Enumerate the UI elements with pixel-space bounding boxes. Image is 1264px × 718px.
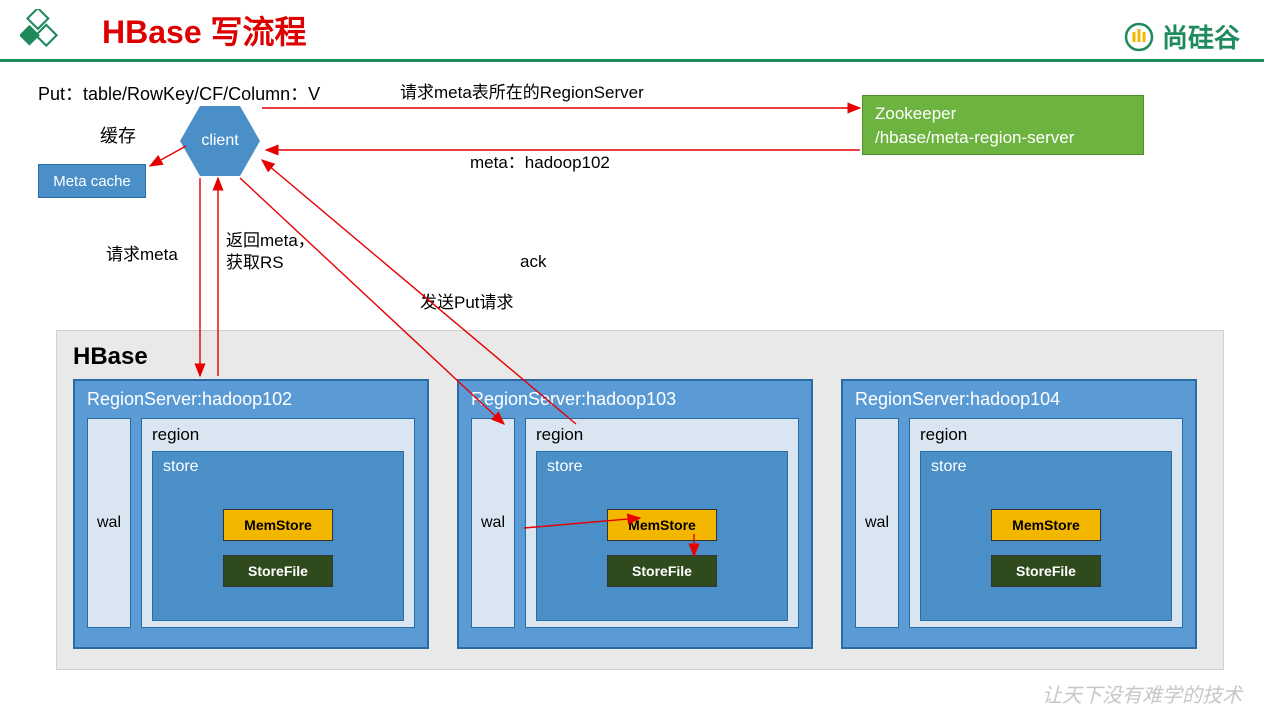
store-box: store MemStore StoreFile xyxy=(920,451,1172,621)
client-node: client xyxy=(180,106,260,176)
watermark-text: 让天下没有难学的技术 xyxy=(1042,679,1242,708)
region-box: region store MemStore StoreFile xyxy=(141,418,415,628)
regionserver-hadoop102: RegionServer:hadoop102 wal region store … xyxy=(73,379,429,649)
region-label: region xyxy=(152,425,404,445)
hbase-title: HBase xyxy=(73,343,1207,371)
store-box: store MemStore StoreFile xyxy=(536,451,788,621)
wal-box: wal xyxy=(87,418,131,628)
client-label: client xyxy=(201,132,238,150)
memstore-box: MemStore xyxy=(991,509,1101,541)
memstore-box: MemStore xyxy=(607,509,717,541)
region-servers-row: RegionServer:hadoop102 wal region store … xyxy=(73,379,1207,649)
region-box: region store MemStore StoreFile xyxy=(909,418,1183,628)
storefile-box: StoreFile xyxy=(991,555,1101,587)
region-box: region store MemStore StoreFile xyxy=(525,418,799,628)
label-send-put: 发送Put请求 xyxy=(420,288,514,313)
storefile-box: StoreFile xyxy=(607,555,717,587)
brand-icon xyxy=(1124,22,1154,52)
label-request-meta: 请求meta xyxy=(106,240,178,265)
rs-title: RegionServer:hadoop104 xyxy=(855,389,1183,410)
wal-box: wal xyxy=(471,418,515,628)
label-ack: ack xyxy=(520,252,546,272)
label-meta-hadoop102: meta：hadoop102 xyxy=(470,148,610,173)
page-title: HBase 写流程 xyxy=(102,7,307,53)
region-label: region xyxy=(920,425,1172,445)
brand-text: 尚硅谷 xyxy=(1162,18,1240,55)
hbase-container: HBase RegionServer:hadoop102 wal region … xyxy=(56,330,1224,670)
zookeeper-line1: Zookeeper xyxy=(875,104,956,123)
label-return-meta: 返回meta， 获取RS xyxy=(226,230,315,274)
cache-label: 缓存 xyxy=(100,122,136,148)
memstore-box: MemStore xyxy=(223,509,333,541)
meta-cache-node: Meta cache xyxy=(38,164,146,198)
meta-cache-label: Meta cache xyxy=(53,173,131,190)
zookeeper-line2: /hbase/meta-region-server xyxy=(875,128,1074,147)
store-box: store MemStore StoreFile xyxy=(152,451,404,621)
rs-title: RegionServer:hadoop103 xyxy=(471,389,799,410)
zookeeper-node: Zookeeper /hbase/meta-region-server xyxy=(862,95,1144,155)
wal-box: wal xyxy=(855,418,899,628)
put-expression: Put：table/RowKey/CF/Column：V xyxy=(38,80,320,106)
region-label: region xyxy=(536,425,788,445)
diamond-logo-icon xyxy=(20,9,62,51)
brand-logo: 尚硅谷 xyxy=(1124,18,1240,55)
label-request-meta-rs: 请求meta表所在的RegionServer xyxy=(400,78,644,103)
store-label: store xyxy=(547,458,777,476)
storefile-box: StoreFile xyxy=(223,555,333,587)
store-label: store xyxy=(163,458,393,476)
regionserver-hadoop103: RegionServer:hadoop103 wal region store … xyxy=(457,379,813,649)
header: HBase 写流程 尚硅谷 xyxy=(0,0,1264,62)
rs-title: RegionServer:hadoop102 xyxy=(87,389,415,410)
regionserver-hadoop104: RegionServer:hadoop104 wal region store … xyxy=(841,379,1197,649)
store-label: store xyxy=(931,458,1161,476)
